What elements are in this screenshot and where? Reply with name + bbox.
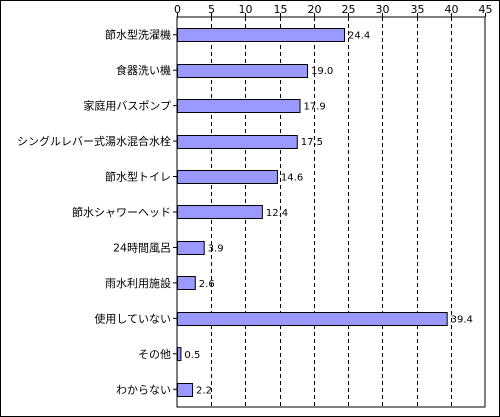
x-tick-label: 45 <box>479 3 493 16</box>
x-tick-label: 15 <box>274 3 288 16</box>
data-label: 0.5 <box>184 350 200 361</box>
data-label: 24.4 <box>348 31 370 42</box>
category-label: 家庭用バスポンプ <box>83 99 171 113</box>
bar <box>177 28 346 42</box>
data-label: 14.6 <box>281 173 303 184</box>
category-label: 節水型トイレ <box>105 170 171 184</box>
x-tick-label: 40 <box>445 3 459 16</box>
x-tick-label: 10 <box>239 3 253 16</box>
bar <box>177 135 298 149</box>
x-tick-label: 5 <box>208 3 215 16</box>
x-tick-label: 0 <box>174 3 181 16</box>
bar <box>177 383 194 397</box>
category-label: 節水型洗濯機 <box>105 28 171 42</box>
data-label: 12.4 <box>266 208 288 219</box>
bar <box>177 347 182 361</box>
category-label: 24時間風呂 <box>113 241 171 254</box>
data-label: 17.9 <box>304 102 326 113</box>
data-label: 2.2 <box>196 385 212 396</box>
category-label: 節水シャワーヘッド <box>72 205 171 219</box>
x-tick-label: 35 <box>411 3 425 16</box>
data-label: 17.5 <box>301 137 323 148</box>
bar <box>177 241 205 255</box>
category-label: 食器洗い機 <box>116 63 171 77</box>
bar <box>177 170 278 184</box>
category-label: 使用していない <box>94 312 171 325</box>
data-label: 39.4 <box>451 314 473 325</box>
category-label: 雨水利用施設 <box>105 276 171 290</box>
category-label: シングルレバー式湯水混合水栓 <box>17 134 171 148</box>
category-label: その他 <box>138 348 171 361</box>
data-label: 3.9 <box>208 243 224 254</box>
bar <box>177 99 301 113</box>
bar <box>177 205 263 219</box>
bar <box>177 276 196 290</box>
bar <box>177 64 309 78</box>
category-label: わからない <box>116 383 171 396</box>
data-label: 19.0 <box>311 66 333 77</box>
bar <box>177 312 448 326</box>
x-tick-label: 30 <box>376 3 390 16</box>
data-label: 2.6 <box>199 279 215 290</box>
x-tick-label: 20 <box>308 3 322 16</box>
x-tick-label: 25 <box>342 3 356 16</box>
